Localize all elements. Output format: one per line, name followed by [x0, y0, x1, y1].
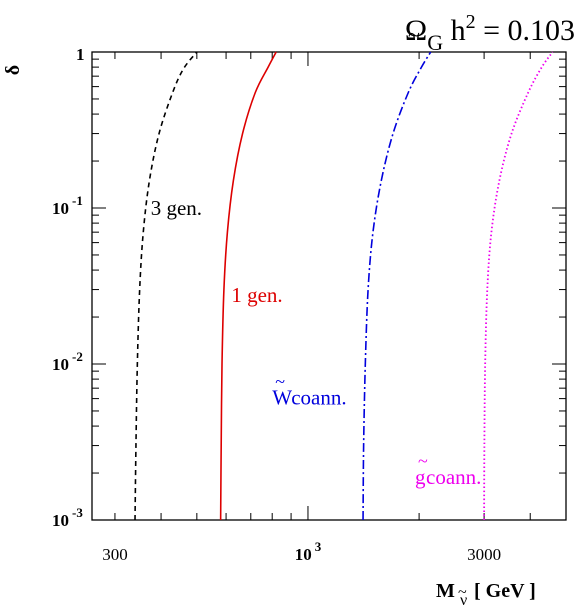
x-tick-label: 3000 — [467, 545, 501, 564]
y-tick-label: 10 -3 — [52, 505, 83, 530]
x-tick-label-base: 3000 — [467, 545, 501, 564]
series-label-glyph: W — [272, 386, 292, 410]
series-label-tilde: ~ — [275, 372, 285, 392]
x-tick-label-exponent: 3 — [315, 539, 322, 554]
y-tick-label-base: 10 — [52, 511, 69, 530]
chart-title-h: h — [443, 14, 466, 47]
x-axis-label-mass: M — [436, 580, 455, 602]
y-axis-label: δ — [2, 65, 24, 75]
y-tick-label: 1 — [76, 45, 85, 64]
series-label-2: 1 gen. — [231, 283, 282, 307]
x-tick-labels: 300 10 3 3000 — [102, 539, 501, 564]
y-tick-label-base: 10 — [52, 355, 69, 374]
series-line-2 — [219, 51, 277, 521]
chart-title-value: = 0.103 — [476, 14, 575, 47]
y-tick-label-base: 10 — [52, 199, 69, 218]
series-label-text: 1 gen. — [231, 283, 282, 307]
series-label-4: g~ coann. — [415, 451, 481, 489]
series-label-tilde: ~ — [418, 451, 428, 471]
x-tick-label: 10 3 — [295, 539, 322, 564]
series-label-glyph: g — [415, 465, 426, 489]
series-line-4 — [483, 51, 554, 521]
series-line-3 — [362, 51, 432, 521]
chart-title-subscript-g: G — [427, 30, 443, 55]
x-axis-label: M ~ ν [ GeV ] — [436, 580, 536, 609]
x-tick-label: 300 — [102, 545, 128, 564]
x-tick-label-base: 10 — [295, 545, 312, 564]
y-tick-labels: 110-110-210-3 — [52, 45, 85, 530]
y-tick-label: 10 -1 — [52, 193, 83, 218]
y-tick-label-exponent: -2 — [72, 349, 83, 364]
chart-title-exponent: 2 — [466, 11, 476, 33]
axis-ticks — [92, 51, 567, 521]
series-label-text: coann. — [291, 386, 346, 410]
y-tick-label-exponent: -3 — [72, 505, 83, 520]
y-tick-label-base: 1 — [76, 45, 85, 64]
chart-title: ΩG h2 = 0.103 — [405, 11, 575, 55]
x-tick-label-base: 300 — [102, 545, 128, 564]
series-labels: 3 gen.1 gen.W~ coann.g~ coann. — [151, 196, 482, 489]
x-axis-label-unit: [ GeV ] — [474, 580, 536, 602]
y-tick-label-exponent: -1 — [72, 193, 83, 208]
series-label-1: 3 gen. — [151, 196, 202, 220]
series-lines — [134, 51, 554, 521]
series-label-text: coann. — [426, 465, 481, 489]
series-label-3: W~ coann. — [272, 372, 346, 410]
x-axis-label-subscript-tilde: ~ — [458, 584, 467, 601]
series-label-text: 3 gen. — [151, 196, 202, 220]
y-tick-label: 10 -2 — [52, 349, 83, 374]
chart-title-subscript-tilde: ~ — [408, 22, 420, 47]
plot-frame — [91, 51, 567, 521]
x-axis-label-subscript-nu: ν — [460, 592, 467, 609]
series-line-1 — [134, 51, 198, 521]
chart-title-omega: Ω — [405, 14, 427, 47]
